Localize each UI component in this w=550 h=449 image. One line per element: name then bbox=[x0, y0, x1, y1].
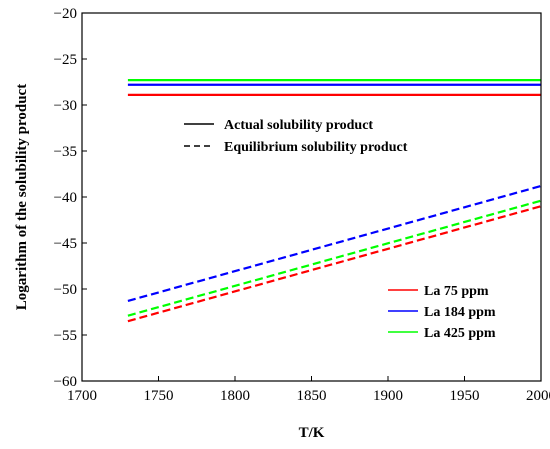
y-tick-label: −20 bbox=[54, 6, 77, 22]
color-legend-label: La 75 ppm bbox=[424, 284, 489, 299]
color-legend: La 75 ppm La 184 ppm La 425 ppm bbox=[388, 284, 496, 341]
y-axis-title: Logarithm of the solubility product bbox=[14, 84, 30, 310]
style-legend-label: Equilibrium solubility product bbox=[224, 140, 408, 155]
y-tick-label: −30 bbox=[54, 98, 77, 114]
y-tick-label: −45 bbox=[54, 236, 77, 252]
x-tick-label: 1700 bbox=[67, 388, 97, 404]
series-layer bbox=[127, 79, 542, 323]
y-tick-label: −25 bbox=[54, 52, 77, 68]
y-tick-label: −35 bbox=[54, 144, 77, 160]
x-axis-title: T/K bbox=[299, 425, 325, 441]
series-line-equilibrium-la-75-ppm bbox=[127, 205, 542, 323]
x-tick-label: 1750 bbox=[144, 388, 174, 404]
y-tick-label: −60 bbox=[54, 374, 77, 390]
color-legend-label: La 425 ppm bbox=[424, 326, 496, 341]
style-legend-label: Actual solubility product bbox=[224, 118, 373, 133]
x-tick-label: 1800 bbox=[220, 388, 250, 404]
x-tick-label: 1900 bbox=[373, 388, 403, 404]
y-tick-label: −55 bbox=[54, 328, 77, 344]
x-tick-label: 2000 bbox=[526, 388, 550, 404]
x-tick-label: 1950 bbox=[450, 388, 480, 404]
y-tick-label: −40 bbox=[54, 190, 77, 206]
x-tick-label: 1850 bbox=[297, 388, 327, 404]
y-tick-label: −50 bbox=[54, 282, 77, 298]
style-legend: Actual solubility product Equilibrium sol… bbox=[184, 118, 408, 155]
ticks-layer: 1700 1750 1800 1850 1900 1950 2000 −60 −55 −50 −45… bbox=[54, 6, 550, 404]
color-legend-label: La 184 ppm bbox=[424, 305, 496, 320]
